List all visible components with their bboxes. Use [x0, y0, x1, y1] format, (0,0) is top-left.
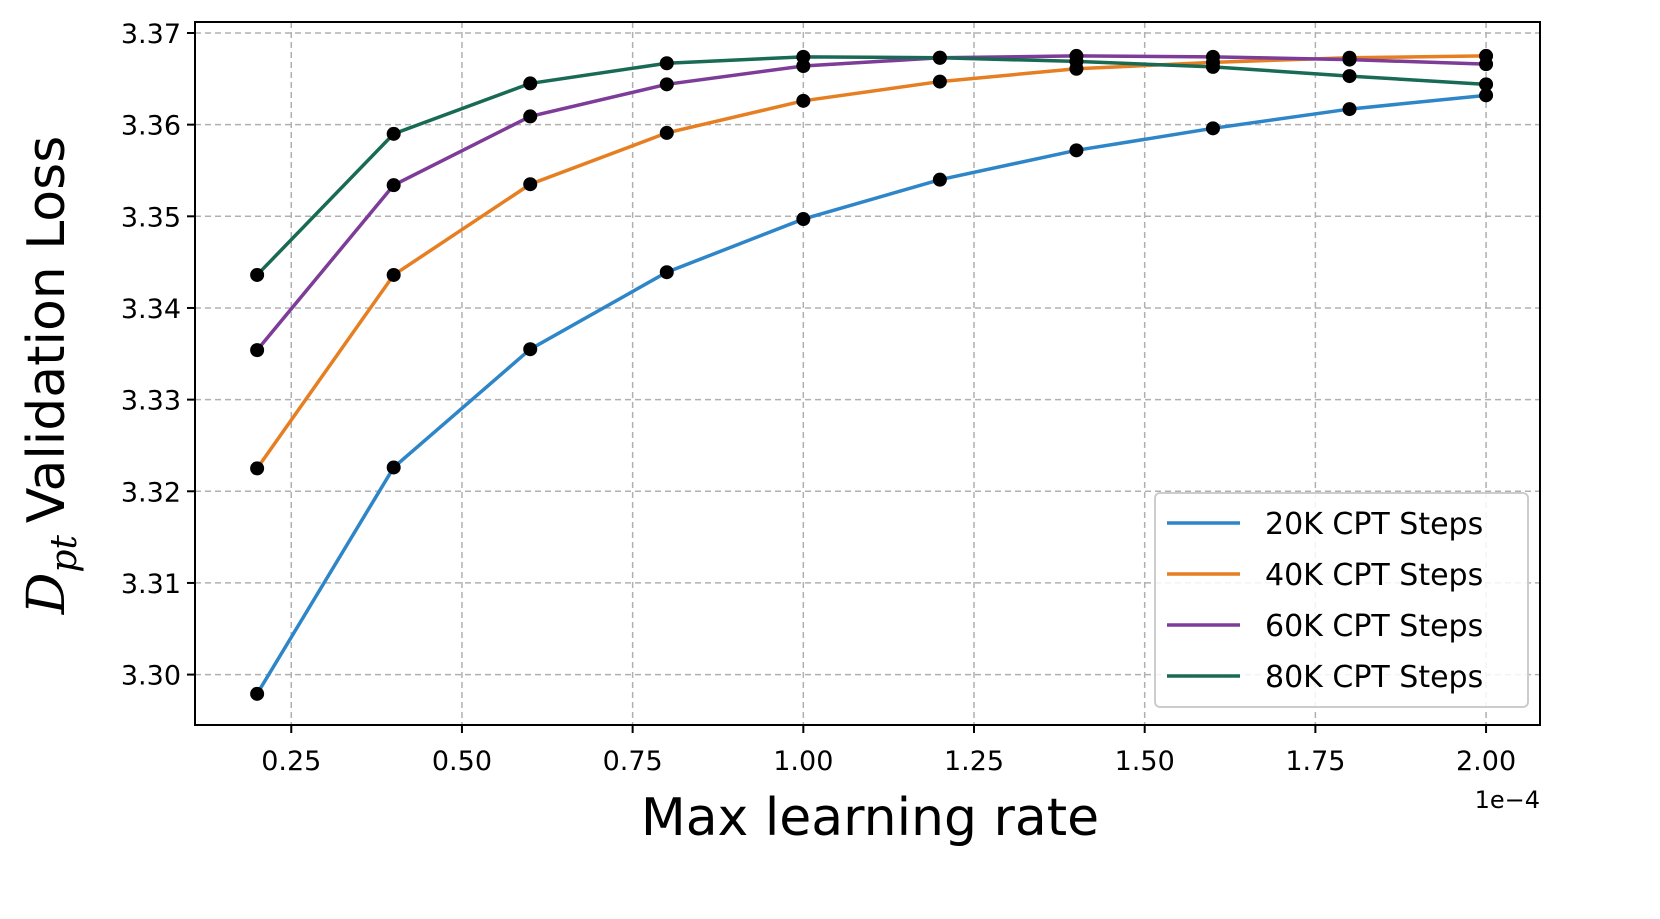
y-tick-label: 3.32 [121, 477, 181, 508]
data-point-20k-cpt-steps [932, 172, 947, 187]
data-point-80k-cpt-steps [659, 56, 674, 71]
y-tick-label: 3.36 [121, 111, 181, 142]
data-point-80k-cpt-steps [796, 49, 811, 64]
data-point-80k-cpt-steps [1342, 69, 1357, 84]
data-point-40k-cpt-steps [796, 93, 811, 108]
series-lines [250, 48, 1494, 701]
data-point-60k-cpt-steps [523, 109, 538, 124]
y-label-subscript: pt [44, 535, 85, 573]
y-tick-label: 3.33 [121, 386, 181, 417]
data-point-20k-cpt-steps [1069, 143, 1084, 158]
legend-label: 80K CPT Steps [1265, 660, 1483, 695]
legend-label: 40K CPT Steps [1265, 558, 1483, 593]
data-point-60k-cpt-steps [250, 343, 265, 358]
data-point-20k-cpt-steps [1479, 88, 1494, 103]
axis-ticks: 0.25 0.50 0.75 1.00 1.25 1.50 1.75 2.00 3.30 3.31… [121, 19, 1516, 777]
x-tick-label: 0.50 [432, 746, 492, 777]
x-tick-label: 0.25 [261, 746, 321, 777]
x-tick-label: 1.00 [773, 746, 833, 777]
y-tick-label: 3.37 [121, 19, 181, 50]
y-tick-label: 3.35 [121, 202, 181, 233]
data-point-80k-cpt-steps [1069, 54, 1084, 69]
legend-label: 20K CPT Steps [1265, 507, 1483, 542]
y-tick-label: 3.30 [121, 661, 181, 692]
data-point-40k-cpt-steps [386, 267, 401, 282]
x-tick-label: 0.75 [603, 746, 663, 777]
plot-frame [194, 21, 1541, 726]
data-point-60k-cpt-steps [1342, 52, 1357, 67]
data-point-20k-cpt-steps [386, 460, 401, 475]
legend: 20K CPT Steps 40K CPT Steps 60K CPT Steps 8… [1154, 492, 1529, 708]
series-line-20k-cpt-steps [255, 93, 1487, 695]
data-point-80k-cpt-steps [523, 76, 538, 91]
y-axis-label: Dpt Validation Loss [17, 136, 85, 616]
data-point-20k-cpt-steps [1205, 121, 1220, 136]
legend-box [1154, 492, 1529, 708]
y-label-text: Validation Loss [17, 136, 77, 523]
data-point-20k-cpt-steps [250, 686, 265, 701]
y-label-symbol: D [17, 573, 77, 616]
data-point-60k-cpt-steps [1479, 57, 1494, 72]
data-point-20k-cpt-steps [659, 265, 674, 280]
x-tick-label: 1.50 [1115, 746, 1175, 777]
data-point-20k-cpt-steps [523, 342, 538, 357]
data-point-80k-cpt-steps [386, 126, 401, 141]
data-point-20k-cpt-steps [1342, 102, 1357, 117]
y-tick-label: 3.31 [121, 569, 181, 600]
x-tick-label: 1.75 [1285, 746, 1345, 777]
data-point-40k-cpt-steps [250, 461, 265, 476]
series-line-60k-cpt-steps [255, 54, 1487, 352]
data-point-40k-cpt-steps [659, 125, 674, 140]
data-point-40k-cpt-steps [932, 74, 947, 89]
series-line-80k-cpt-steps [255, 55, 1487, 277]
data-point-80k-cpt-steps [932, 50, 947, 65]
data-point-80k-cpt-steps [250, 267, 265, 282]
x-offset-text: 1e−4 [1475, 786, 1540, 814]
x-tick-label: 1.25 [944, 746, 1004, 777]
x-axis-label: Max learning rate [641, 788, 1099, 848]
series-line-40k-cpt-steps [255, 54, 1487, 470]
data-point-60k-cpt-steps [659, 77, 674, 92]
data-point-80k-cpt-steps [1479, 77, 1494, 92]
data-point-80k-cpt-steps [1205, 59, 1220, 74]
y-tick-label: 3.34 [121, 294, 181, 325]
legend-label: 60K CPT Steps [1265, 609, 1483, 644]
data-point-20k-cpt-steps [796, 212, 811, 227]
data-point-60k-cpt-steps [386, 178, 401, 193]
data-point-40k-cpt-steps [523, 177, 538, 192]
x-tick-label: 2.00 [1456, 746, 1516, 777]
data-point-60k-cpt-steps [1205, 49, 1220, 64]
